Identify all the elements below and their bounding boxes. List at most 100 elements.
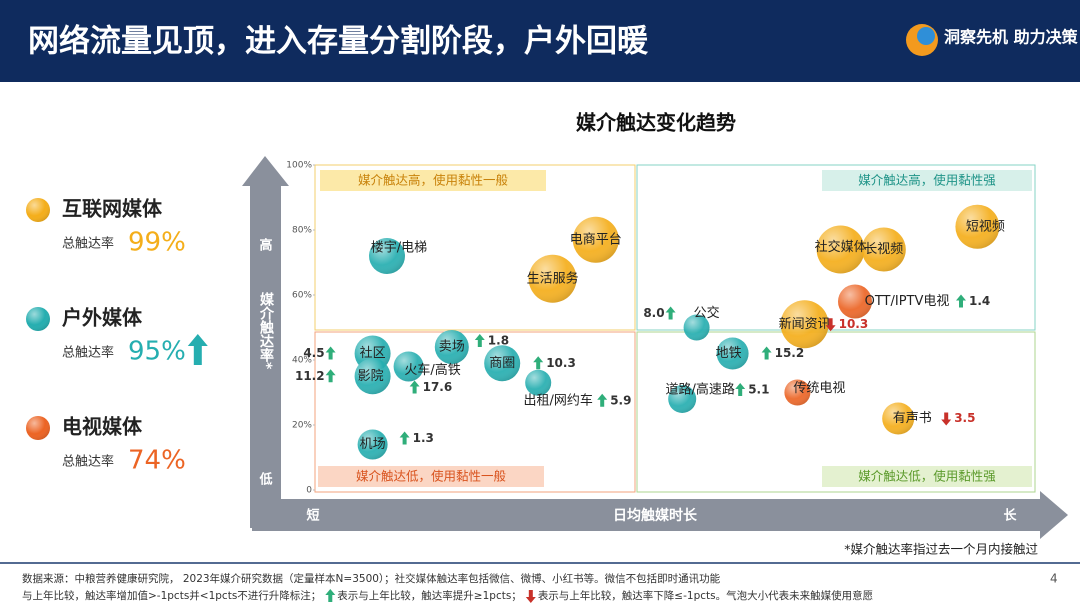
x-axis-label: 日均触媒时长 [613,507,698,524]
change-label: 11.2 [295,369,325,383]
note-arrow [525,590,536,603]
change-label: 5.9 [610,393,631,407]
trend-arrow [735,383,746,396]
quadrant-label: 媒介触达低，使用黏性一般 [356,469,507,484]
bubble-shine [484,345,521,382]
bubble-shine [354,358,391,395]
quadrant-tag [822,466,1032,487]
bubble-shine [861,227,906,272]
bubble-shine [528,254,577,303]
bubble-label: 影院 [358,369,384,384]
quadrant [314,331,636,493]
trend-arrow [399,431,410,445]
bubble-label: 道路/高速路 [666,382,735,398]
bubble-label: 出租/网约车 [524,392,593,408]
trend-arrow [325,369,336,383]
y-tick-label: 60% [292,291,312,301]
trend-arrow [325,346,336,360]
y-tick-label: 20% [292,421,312,431]
logo-icon [917,27,935,45]
trend-arrow [474,334,485,347]
trend-arrow [665,306,676,320]
legend-dot-shine [26,416,50,440]
bubble-label: 地铁 [716,346,742,361]
bubble-label: 楼宇/电梯 [371,241,427,256]
bubble-shine [780,300,829,349]
legend-caption: 总触达率 [62,345,114,361]
trend-arrow [761,346,772,360]
bubble-label: 社区 [360,345,386,361]
x-long: 长 [1003,508,1017,524]
note-text: 表示与上年比较，触达率提升≥1pcts； [337,589,522,602]
note-text: 与上年比较，触达率增加值>-1pcts并<1pcts不进行升降标注； [22,589,321,602]
bubble-shine [369,238,405,274]
bubble-label: 传统电视 [793,381,845,396]
legend-caption: 总触达率 [62,236,114,252]
trend-arrow [825,318,836,332]
bubble-shine [882,402,915,435]
trend-arrow [409,380,420,394]
change-label: 1.3 [413,431,434,445]
legend-total: 74% [128,446,186,476]
bubble-shine [683,314,710,341]
legend-name: 互联网媒体 [62,197,163,221]
bubble-label: 卖场 [439,340,465,355]
y-tick-label: 80% [292,226,312,236]
y-axis-label: 媒介触达率* [258,291,275,370]
bubble-label: 火车/高铁 [404,362,460,378]
trend-arrow [956,294,966,308]
note-text: 表示与上年比较，触达率下降≤-1pcts。气泡大小代表未来触媒使用意愿 [538,589,873,602]
bubble-label: 社交媒体 [815,239,867,255]
bubble-label: 商圈 [489,356,515,371]
header-title: 网络流量见顶，进入存量分割阶段，户外回暖 [28,24,649,60]
x-short: 短 [306,508,319,524]
source: 数据来源：中粮营养健康研究院， 2023年媒介研究数据（定量样本N=3500）；… [22,572,721,585]
bubble-shine [572,216,619,263]
quadrant-label: 媒介触达高，使用黏性强 [858,173,996,188]
quadrant-tag [318,466,544,487]
bubble-shine [668,385,697,413]
quadrant [636,331,1036,493]
bubble-shine [716,337,749,370]
legend-trend-arrow [187,334,208,365]
change-label: 8.0 [643,306,664,320]
change-label: 4.5 [303,346,324,360]
trend-arrow [597,393,608,407]
bubble-label: 生活服务 [527,270,579,286]
bubble-label: 机场 [360,437,386,452]
bubble-label: 有声书 [893,411,932,426]
legend-total: 95% [128,337,186,367]
quadrant-tag [822,170,1032,191]
quadrant [314,164,636,331]
legend-dot-shine [26,198,50,222]
bubble-shine [838,284,872,319]
header-bar [0,0,1080,82]
note-arrow [325,589,336,602]
bubble-label: 电商平台 [570,232,622,247]
legend-caption: 总触达率 [62,454,114,470]
change-label: 10.3 [839,317,869,331]
change-label: 1.4 [969,294,990,308]
y-low: 低 [258,472,272,488]
notes: 与上年比较，触达率增加值>-1pcts并<1pcts不进行升降标注； 表示与上年比… [22,589,873,603]
bubble-shine [784,379,811,406]
bubble-label: 公交 [694,305,720,321]
bubble-shine [434,330,469,364]
bubble-shine [393,351,424,382]
footnote: *媒介触达率指过去一个月内接触过 [844,542,1038,557]
y-tick-label: 0 [306,486,312,496]
change-label: 15.2 [775,346,805,360]
bubble-label: 短视频 [966,219,1005,234]
quadrant-tag [320,170,546,191]
legend-name: 电视媒体 [62,415,143,439]
change-label: 5.1 [748,383,769,397]
page-number: 4 [1050,572,1058,586]
y-high: 高 [259,238,272,254]
y-axis-arrow [242,156,289,528]
trend-arrow [533,356,544,370]
quadrant-label: 媒介触达高，使用黏性一般 [358,173,509,188]
change-label: 3.5 [954,411,975,425]
y-tick-label: 100% [286,161,312,171]
